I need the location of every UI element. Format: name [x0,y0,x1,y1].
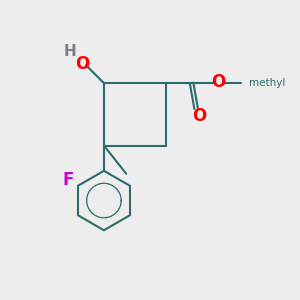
Text: O: O [211,73,226,91]
Text: H: H [63,44,76,59]
Text: methyl: methyl [249,78,285,88]
Text: F: F [63,171,74,189]
Text: O: O [75,55,90,73]
Text: O: O [192,107,206,125]
